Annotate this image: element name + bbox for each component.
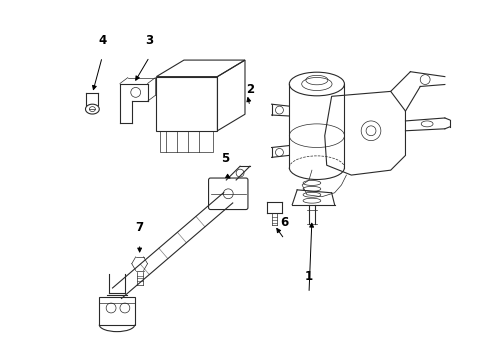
- Bar: [156, 77, 217, 131]
- Bar: [160, 131, 213, 152]
- Text: 7: 7: [135, 221, 143, 234]
- Text: 2: 2: [245, 83, 253, 96]
- Text: 4: 4: [98, 34, 106, 47]
- Text: 3: 3: [145, 34, 153, 47]
- Text: 6: 6: [280, 216, 288, 229]
- Text: 1: 1: [305, 270, 312, 283]
- Bar: [99, 297, 135, 325]
- Text: 5: 5: [221, 152, 229, 165]
